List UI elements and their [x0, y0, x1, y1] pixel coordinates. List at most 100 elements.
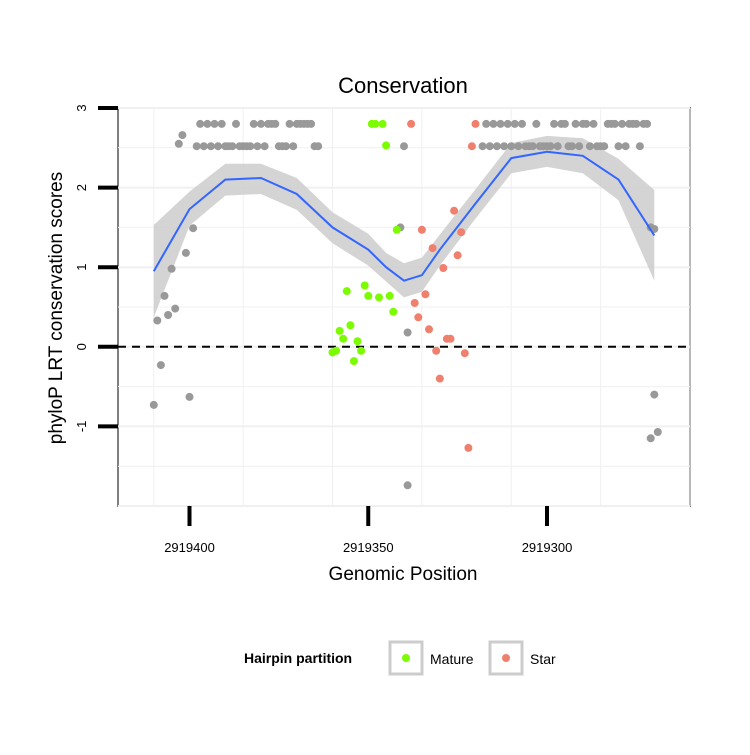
- mature-point: [364, 291, 373, 300]
- mature-point: [389, 307, 398, 316]
- other-point: [214, 142, 223, 151]
- other-point: [600, 142, 609, 151]
- other-point: [153, 316, 162, 325]
- legend-key-mature-dot: [402, 654, 410, 662]
- mature-point: [346, 321, 355, 330]
- other-point: [575, 142, 584, 151]
- other-point: [546, 142, 555, 151]
- y-tick-label: 0: [74, 343, 89, 350]
- star-point: [407, 119, 416, 128]
- star-point: [446, 334, 455, 343]
- legend: Hairpin partition Mature Star: [244, 640, 556, 676]
- y-tick-label: 1: [74, 264, 89, 271]
- other-point: [282, 142, 290, 151]
- chart-title: Conservation: [338, 73, 468, 98]
- mature-point: [392, 225, 401, 234]
- star-point: [414, 313, 423, 322]
- star-point: [460, 349, 469, 358]
- other-point: [571, 119, 580, 128]
- x-tick-label: 2919400: [164, 540, 215, 555]
- mature-point: [360, 281, 369, 290]
- legend-title: Hairpin partition: [244, 650, 352, 666]
- mature-point: [385, 291, 394, 300]
- other-point: [510, 119, 519, 128]
- confidence-band-layer: [153, 135, 655, 318]
- other-point: [553, 142, 562, 151]
- other-point: [156, 361, 165, 370]
- other-point: [206, 142, 215, 151]
- mature-point: [382, 141, 391, 150]
- other-point: [582, 119, 591, 128]
- other-point: [532, 119, 541, 128]
- other-point: [589, 119, 598, 128]
- star-point: [428, 244, 437, 253]
- mature-point: [349, 357, 358, 366]
- other-point: [257, 119, 265, 128]
- mature-point: [353, 337, 362, 346]
- other-point: [210, 119, 219, 128]
- axes: -1 0 1 2 3 2919400 2919350 2919300: [74, 104, 572, 555]
- other-point: [185, 392, 194, 401]
- legend-key-star-dot: [502, 654, 510, 662]
- other-point: [643, 119, 652, 128]
- other-point: [403, 481, 412, 490]
- star-point: [467, 142, 476, 151]
- other-point: [232, 119, 240, 128]
- other-point: [635, 142, 644, 151]
- other-point: [203, 119, 212, 128]
- other-point: [485, 142, 494, 151]
- star-point: [439, 264, 448, 272]
- other-point: [496, 119, 505, 128]
- other-point: [403, 328, 412, 337]
- other-point: [217, 119, 226, 128]
- other-point: [550, 119, 559, 128]
- other-point: [249, 119, 258, 128]
- mature-point: [332, 346, 341, 355]
- other-point: [196, 119, 205, 128]
- other-point: [614, 142, 623, 151]
- legend-entry: Star: [488, 640, 556, 676]
- other-point: [632, 119, 641, 128]
- other-point: [260, 142, 269, 151]
- star-point: [457, 228, 466, 237]
- other-point: [178, 131, 187, 140]
- mature-point: [375, 293, 383, 302]
- star-point: [410, 299, 419, 307]
- other-point: [610, 119, 619, 128]
- other-point: [164, 311, 173, 319]
- star-point: [432, 346, 441, 355]
- other-point: [478, 142, 487, 151]
- other-point: [228, 142, 237, 151]
- legend-label: Star: [530, 651, 556, 667]
- other-point: [618, 119, 627, 128]
- other-point: [181, 248, 190, 257]
- points-layer: [149, 119, 662, 490]
- x-tick-label: 2919300: [522, 540, 573, 555]
- other-point: [568, 142, 576, 151]
- other-point: [518, 119, 526, 128]
- other-point: [503, 119, 512, 128]
- other-point: [171, 304, 180, 313]
- confidence-band: [153, 135, 655, 318]
- other-point: [199, 142, 208, 151]
- legend-label: Mature: [430, 651, 474, 667]
- star-point: [471, 119, 480, 128]
- other-point: [192, 142, 201, 151]
- other-point: [482, 119, 491, 128]
- other-point: [500, 142, 509, 151]
- star-point: [453, 251, 462, 260]
- star-point: [464, 443, 473, 452]
- other-point: [528, 142, 537, 151]
- y-tick-label: 3: [74, 104, 89, 111]
- other-point: [621, 142, 630, 151]
- star-point: [425, 325, 433, 334]
- other-point: [285, 119, 294, 128]
- y-axis-label: phyloP LRT conservation scores: [46, 172, 67, 445]
- other-point: [167, 264, 176, 273]
- mature-point: [371, 119, 380, 128]
- other-point: [646, 434, 655, 443]
- y-tick-label: 2: [74, 184, 89, 191]
- other-point: [492, 142, 501, 151]
- other-point: [489, 119, 498, 128]
